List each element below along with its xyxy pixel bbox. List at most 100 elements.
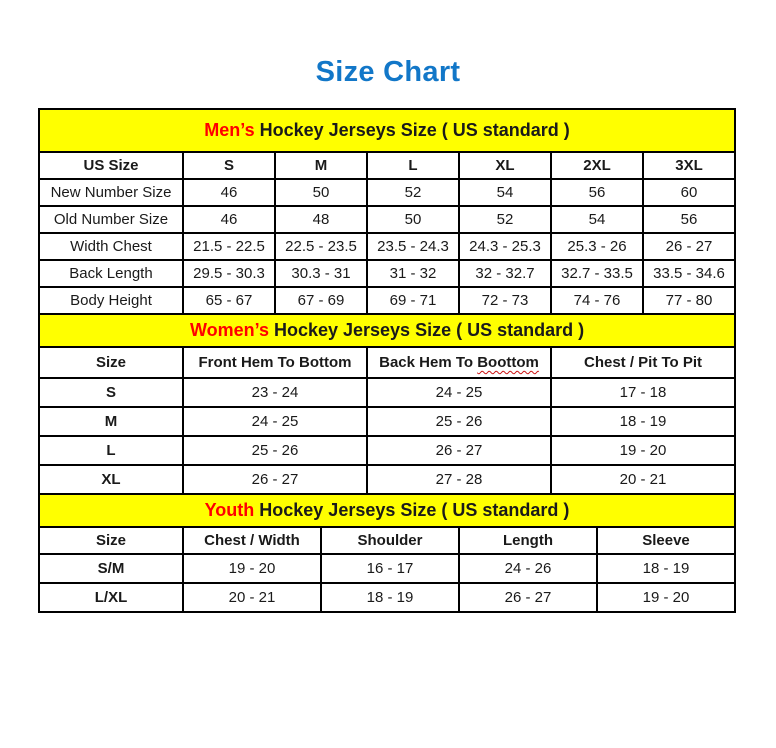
womens-row-label: M bbox=[38, 406, 184, 437]
womens-size-cell: 25 - 26 bbox=[366, 406, 552, 437]
mens-size-cell: 46 bbox=[182, 178, 276, 207]
mens-column-header: L bbox=[366, 151, 460, 180]
mens-row-label: Old Number Size bbox=[38, 205, 184, 234]
page-title: Size Chart bbox=[315, 56, 461, 88]
size-chart-tables: Men’s Hockey Jerseys Size ( US standard … bbox=[37, 108, 737, 613]
mens-size-cell: 50 bbox=[274, 178, 368, 207]
size-chart-page: Size Chart Men’s Hockey Jerseys Size ( U… bbox=[0, 56, 776, 613]
womens-size-cell: 24 - 25 bbox=[182, 406, 368, 437]
mens-section-title-text: Hockey Jerseys Size ( US standard ) bbox=[254, 120, 570, 140]
womens-size-cell: 26 - 27 bbox=[182, 464, 368, 495]
mens-size-cell: 32.7 - 33.5 bbox=[550, 259, 644, 288]
womens-column-header: Size bbox=[38, 346, 184, 379]
womens-column-header-text: Back Hem To bbox=[379, 354, 474, 371]
mens-size-cell: 72 - 73 bbox=[458, 286, 552, 315]
youth-column-header: Shoulder bbox=[320, 526, 460, 555]
womens-section-title: Women’s Hockey Jerseys Size ( US standar… bbox=[37, 313, 737, 348]
youth-row-label: S/M bbox=[38, 553, 184, 584]
youth-size-cell: 26 - 27 bbox=[458, 582, 598, 613]
mens-size-cell: 52 bbox=[458, 205, 552, 234]
mens-section-title-accent: Men’s bbox=[204, 120, 255, 140]
mens-table-row: Back Length 29.5 - 30.3 30.3 - 31 31 - 32 32… bbox=[38, 259, 737, 288]
mens-size-cell: 74 - 76 bbox=[550, 286, 644, 315]
youth-table-row: L/XL 20 - 21 18 - 19 26 - 27 19 - 20 bbox=[38, 582, 737, 613]
womens-section-title-accent: Women’s bbox=[189, 320, 269, 340]
mens-row-label: Back Length bbox=[38, 259, 184, 288]
mens-column-header: M bbox=[274, 151, 368, 180]
youth-column-header: Size bbox=[38, 526, 184, 555]
mens-size-cell: 54 bbox=[550, 205, 644, 234]
youth-size-cell: 18 - 19 bbox=[320, 582, 460, 613]
mens-size-cell: 69 - 71 bbox=[366, 286, 460, 315]
womens-row-label: L bbox=[38, 435, 184, 466]
mens-column-header: 2XL bbox=[550, 151, 644, 180]
youth-column-header: Chest / Width bbox=[182, 526, 322, 555]
womens-size-cell: 26 - 27 bbox=[366, 435, 552, 466]
mens-table-row: Old Number Size 46 48 50 52 54 56 bbox=[38, 205, 737, 234]
mens-table-row: New Number Size 46 50 52 54 56 60 bbox=[38, 178, 737, 207]
mens-column-header: S bbox=[182, 151, 276, 180]
mens-size-cell: 25.3 - 26 bbox=[550, 232, 644, 261]
mens-size-cell: 56 bbox=[550, 178, 644, 207]
youth-size-cell: 18 - 19 bbox=[595, 553, 737, 584]
youth-size-table: Youth Hockey Jerseys Size ( US standard … bbox=[37, 493, 737, 613]
mens-size-cell: 50 bbox=[366, 205, 460, 234]
mens-row-label: Body Height bbox=[38, 286, 184, 315]
mens-size-cell: 23.5 - 24.3 bbox=[366, 232, 460, 261]
womens-size-cell: 19 - 20 bbox=[549, 435, 737, 466]
womens-table-row: L 25 - 26 26 - 27 19 - 20 bbox=[38, 435, 737, 466]
womens-section-title-text: Hockey Jerseys Size ( US standard ) bbox=[268, 320, 585, 340]
youth-section-title-text: Hockey Jerseys Size ( US standard ) bbox=[254, 500, 570, 520]
mens-column-header: XL bbox=[458, 151, 552, 180]
youth-column-header-row: Size Chest / Width Shoulder Length Sleeve bbox=[38, 526, 737, 555]
mens-size-cell: 29.5 - 30.3 bbox=[182, 259, 276, 288]
youth-column-header: Length bbox=[458, 526, 598, 555]
mens-size-cell: 77 - 80 bbox=[641, 286, 737, 315]
mens-section-title-row: Men’s Hockey Jerseys Size ( US standard … bbox=[37, 108, 737, 153]
womens-column-header: Chest / Pit To Pit bbox=[549, 346, 737, 379]
mens-size-cell: 24.3 - 25.3 bbox=[458, 232, 552, 261]
mens-size-cell: 30.3 - 31 bbox=[274, 259, 368, 288]
mens-row-label: Width Chest bbox=[38, 232, 184, 261]
youth-table-row: S/M 19 - 20 16 - 17 24 - 26 18 - 19 bbox=[38, 553, 737, 584]
youth-section-title: Youth Hockey Jerseys Size ( US standard … bbox=[37, 493, 737, 528]
mens-size-cell: 48 bbox=[274, 205, 368, 234]
mens-size-table: Men’s Hockey Jerseys Size ( US standard … bbox=[37, 108, 737, 315]
youth-size-cell: 20 - 21 bbox=[182, 582, 322, 613]
youth-section-title-row: Youth Hockey Jerseys Size ( US standard … bbox=[37, 493, 737, 528]
youth-size-cell: 24 - 26 bbox=[458, 553, 598, 584]
youth-size-cell: 16 - 17 bbox=[320, 553, 460, 584]
mens-size-cell: 56 bbox=[641, 205, 737, 234]
youth-column-header: Sleeve bbox=[595, 526, 737, 555]
youth-row-label: L/XL bbox=[38, 582, 184, 613]
mens-size-cell: 46 bbox=[182, 205, 276, 234]
mens-size-cell: 26 - 27 bbox=[641, 232, 737, 261]
womens-size-cell: 18 - 19 bbox=[549, 406, 737, 437]
womens-section-title-row: Women’s Hockey Jerseys Size ( US standar… bbox=[37, 313, 737, 348]
mens-column-header-row: US Size S M L XL 2XL 3XL bbox=[38, 151, 737, 180]
womens-row-label: S bbox=[38, 377, 184, 408]
womens-size-cell: 24 - 25 bbox=[366, 377, 552, 408]
womens-column-header-row: Size Front Hem To Bottom Back Hem To Boott… bbox=[38, 346, 737, 379]
womens-size-cell: 27 - 28 bbox=[366, 464, 552, 495]
womens-row-label: XL bbox=[38, 464, 184, 495]
youth-size-cell: 19 - 20 bbox=[595, 582, 737, 613]
womens-column-header: Front Hem To Bottom bbox=[182, 346, 368, 379]
womens-table-row: S 23 - 24 24 - 25 17 - 18 bbox=[38, 377, 737, 408]
womens-column-header-misspelled-word: Boottom bbox=[477, 354, 539, 371]
mens-size-cell: 31 - 32 bbox=[366, 259, 460, 288]
mens-size-cell: 22.5 - 23.5 bbox=[274, 232, 368, 261]
mens-size-cell: 33.5 - 34.6 bbox=[641, 259, 737, 288]
mens-row-label: New Number Size bbox=[38, 178, 184, 207]
mens-table-row: Width Chest 21.5 - 22.5 22.5 - 23.5 23.5 - … bbox=[38, 232, 737, 261]
mens-size-cell: 52 bbox=[366, 178, 460, 207]
womens-size-cell: 20 - 21 bbox=[549, 464, 737, 495]
youth-section-title-accent: Youth bbox=[204, 500, 255, 520]
mens-column-header: US Size bbox=[38, 151, 184, 180]
womens-size-table: Women’s Hockey Jerseys Size ( US standar… bbox=[37, 313, 737, 495]
youth-size-cell: 19 - 20 bbox=[182, 553, 322, 584]
womens-size-cell: 25 - 26 bbox=[182, 435, 368, 466]
womens-size-cell: 23 - 24 bbox=[182, 377, 368, 408]
mens-size-cell: 60 bbox=[641, 178, 737, 207]
mens-section-title: Men’s Hockey Jerseys Size ( US standard … bbox=[37, 108, 737, 153]
